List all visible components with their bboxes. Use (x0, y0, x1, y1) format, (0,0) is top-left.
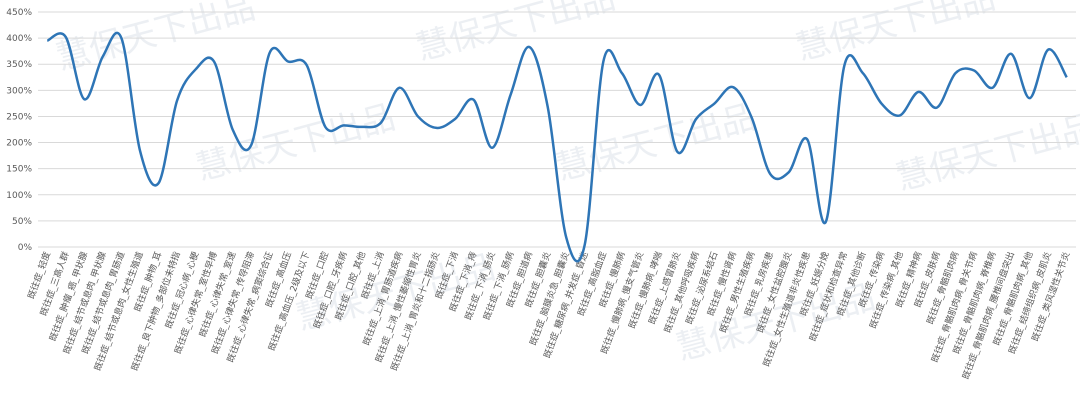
y-tick-label: 200% (6, 139, 32, 149)
watermark: 慧保天下出品 (892, 107, 1080, 198)
y-tick-label: 150% (6, 165, 32, 175)
y-tick-label: 350% (6, 60, 32, 70)
data-line (46, 31, 1068, 263)
y-tick-label: 250% (6, 112, 32, 122)
watermark: 慧保天下出品 (412, 0, 619, 69)
y-tick-label: 450% (6, 8, 32, 18)
y-tick-label: 100% (6, 191, 32, 201)
watermark: 慧保天下出品 (792, 0, 999, 69)
y-tick-label: 400% (6, 34, 32, 44)
y-tick-label: 50% (12, 217, 32, 227)
y-tick-label: 300% (6, 86, 32, 96)
y-tick-label: 0% (18, 243, 33, 253)
